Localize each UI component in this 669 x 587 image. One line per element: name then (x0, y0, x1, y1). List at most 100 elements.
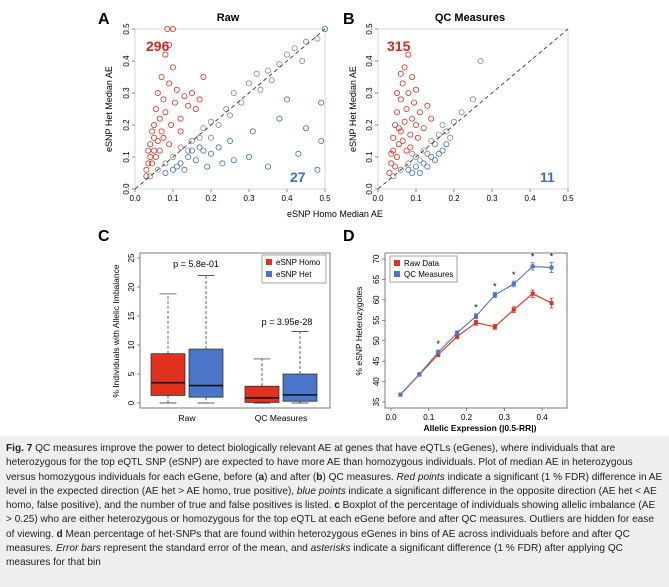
panel-a-letter: A (98, 11, 110, 28)
x-tick-label: 0.4 (537, 413, 549, 422)
panel-d-letter: D (343, 228, 355, 245)
data-point (207, 134, 214, 141)
box (244, 385, 280, 403)
data-point (143, 173, 150, 180)
data-point (253, 70, 260, 77)
data-point (314, 35, 321, 42)
data-point (436, 350, 441, 355)
legend-label-homo: eSNP Homo (276, 258, 321, 267)
legend-swatch-raw (394, 260, 400, 266)
data-point (145, 147, 152, 154)
data-point (477, 58, 484, 65)
data-point (511, 307, 516, 312)
data-point (164, 25, 171, 32)
data-point (443, 128, 450, 135)
data-point (392, 163, 399, 170)
y-tick-label: 70 (372, 254, 381, 263)
y-tick-label: 0.0 (122, 183, 131, 195)
x-tick-label: 0.4 (524, 194, 536, 203)
data-point (428, 115, 435, 122)
data-point (549, 301, 554, 306)
data-point (447, 134, 454, 141)
p-value-raw: p = 5.8e-01 (173, 259, 219, 269)
data-point (196, 96, 203, 103)
legend-label-raw: Raw Data (404, 259, 440, 268)
data-point (416, 169, 423, 176)
data-point (215, 122, 222, 129)
y-tick-label: 0.4 (122, 55, 131, 67)
points-raw (143, 25, 328, 180)
data-point (393, 90, 400, 97)
data-point (420, 160, 427, 167)
data-point (397, 128, 404, 135)
x-tick-label: Raw (178, 413, 196, 423)
caption-fig-label: Fig. 7 (6, 443, 33, 454)
data-point (188, 90, 195, 97)
data-point (549, 265, 554, 270)
data-point (181, 166, 188, 173)
panel-c-letter: C (98, 228, 110, 245)
data-point (392, 122, 399, 129)
box (188, 348, 224, 398)
y-tick-label: 60 (372, 295, 381, 304)
caption-asterisks: asterisks (310, 543, 351, 555)
data-point (177, 160, 184, 167)
data-point (188, 137, 195, 144)
significance-asterisk: * (474, 303, 478, 313)
data-point (147, 173, 154, 180)
data-point (238, 99, 245, 106)
figure-caption: Fig. 7 QC measures improve the power to … (0, 436, 669, 587)
data-point (401, 118, 408, 125)
points-qc (386, 51, 484, 180)
data-point (474, 314, 478, 319)
data-point (397, 70, 404, 77)
data-point (395, 125, 402, 132)
caption-text: Mean percentage of het-SNPs that are fou… (6, 528, 630, 555)
y-tick-label: 50 (372, 336, 381, 345)
data-point (185, 147, 192, 154)
data-point (424, 102, 431, 109)
data-point (169, 64, 176, 71)
data-point (405, 160, 412, 167)
y-tick-label: 0.4 (365, 55, 374, 67)
data-point (428, 153, 435, 160)
data-point (147, 153, 154, 160)
data-point (173, 163, 180, 170)
caption-text: indicate a significant difference (1 % F… (6, 543, 623, 569)
y-tick-label: 55 (372, 315, 381, 324)
data-point (166, 42, 173, 49)
data-point (166, 80, 173, 87)
data-point (436, 352, 441, 357)
data-point (169, 166, 176, 173)
y-tick-label: 5 (127, 371, 136, 376)
data-point (414, 134, 421, 141)
y-tick-label: 15 (127, 311, 136, 320)
data-point (207, 118, 214, 125)
data-point (276, 115, 283, 122)
legend-box-d (389, 255, 458, 283)
y-tick-label: 25 (127, 253, 136, 262)
data-point (390, 134, 397, 141)
data-point (245, 80, 252, 87)
data-point (169, 25, 176, 32)
y-tick-label: 0 (127, 400, 136, 405)
data-point (412, 86, 419, 93)
data-point (215, 144, 222, 151)
x-tick-label: 0.3 (243, 194, 255, 203)
data-point (188, 147, 195, 154)
data-point (388, 150, 395, 157)
y-tick-label: 0.5 (122, 23, 131, 35)
data-point (162, 51, 169, 58)
data-point (173, 86, 180, 93)
y-tick-label: 0.3 (365, 87, 374, 99)
data-point (200, 147, 207, 154)
x-tick-label: 0.3 (486, 194, 498, 203)
caption-text: QC measures improve the power to detect … (6, 443, 633, 483)
plot-area-c (139, 252, 331, 409)
data-point (226, 112, 233, 119)
data-point (156, 147, 163, 154)
data-point (196, 134, 203, 141)
data-point (264, 163, 271, 170)
x-tick-label: 0.4 (281, 194, 293, 203)
data-point (403, 106, 410, 113)
